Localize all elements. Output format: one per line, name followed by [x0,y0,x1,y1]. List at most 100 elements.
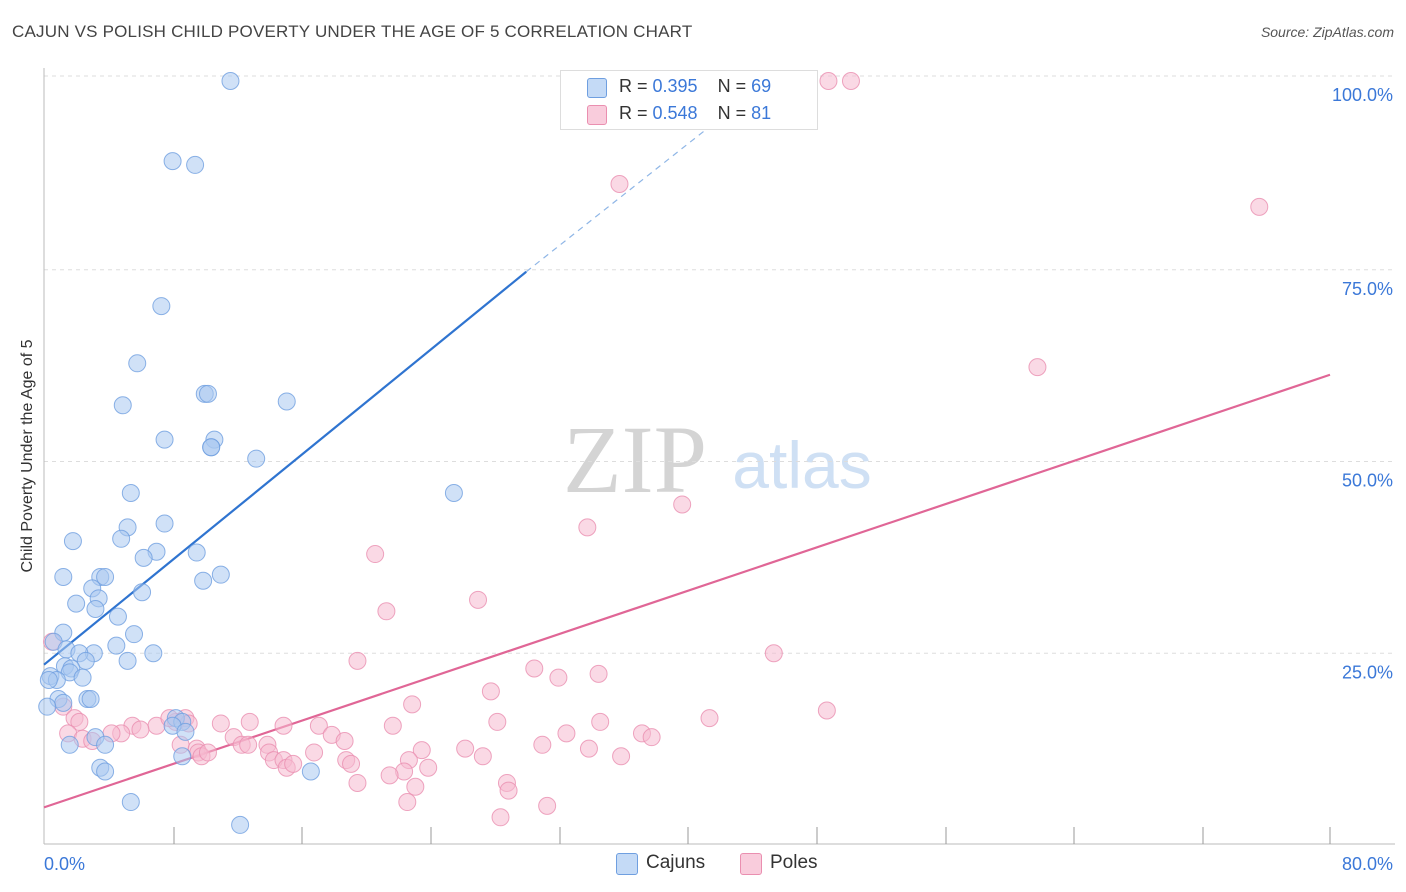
cajuns-point [60,735,79,754]
y-tick-label: 50.0% [1342,471,1393,491]
poles-point [578,518,597,537]
cajuns-point [113,396,132,415]
poles-point [591,712,610,731]
poles-point [380,766,399,785]
cajuns-point [301,762,320,781]
poles-point [817,701,836,720]
poles-point [610,175,629,194]
cajuns-point [54,567,73,586]
poles-point [469,590,488,609]
poles-point [412,741,431,760]
poles-point [642,728,661,747]
cajuns-legend-label: Cajuns [646,852,706,873]
poles-point [579,739,598,758]
cajuns-point [186,155,205,174]
poles-point [406,777,425,796]
poles-point [383,716,402,735]
poles-point [309,716,328,735]
poles-point [366,545,385,564]
poles-point [549,668,568,687]
poles-point [841,72,860,90]
poles-point [673,495,692,514]
y-tick-label: 25.0% [1342,662,1393,682]
cajuns-point [86,599,105,618]
cajuns-point [63,532,82,551]
cajuns-point [96,762,115,781]
cajuns-point [247,449,266,468]
cajuns-point [96,567,115,586]
cajuns-point [118,651,137,670]
watermark-zip: ZIP [563,406,707,513]
cajuns-point [39,670,58,689]
watermark-atlas: atlas [732,428,871,502]
cajuns-point [54,693,73,712]
correlation-legend: R = 0.395 N = 69 R = 0.548 N = 81 [560,70,818,130]
poles-trend-line [43,373,1331,809]
poles-point [211,714,230,733]
poles-point [342,754,361,773]
poles-point [284,754,303,773]
y-tick-label: 100.0% [1332,85,1393,105]
cajuns-point [73,668,92,687]
cajuns-point [187,543,206,562]
chart-title: CAJUN VS POLISH CHILD POVERTY UNDER THE … [12,22,693,41]
poles-legend-swatch [740,853,762,875]
cajuns-point [155,430,174,449]
poles-point [1028,358,1047,377]
cajuns-point [38,697,57,716]
cajuns-point [221,72,240,90]
poles-point [589,664,608,683]
poles-point [305,743,324,762]
cajuns-point [211,565,230,584]
cajuns-point [121,793,140,812]
poles-swatch [587,105,607,125]
poles-point [348,651,367,670]
cajuns-point [444,484,463,503]
poles-point [533,735,552,754]
n-value-poles: 81 [751,103,772,123]
x-tick-label-min: 0.0% [44,854,85,874]
r-value-poles: 0.548 [652,103,698,123]
x-tick-label-max: 80.0% [1342,854,1393,874]
poles-point [240,712,259,731]
poles-point [1250,197,1269,216]
r-value-cajuns: 0.395 [652,76,698,96]
poles-point [488,712,507,731]
cajuns-trend-line [43,270,527,666]
poles-point [557,724,576,743]
poles-point [456,739,475,758]
cajuns-point [134,548,153,567]
cajuns-point [133,583,152,602]
poles-point [499,781,518,800]
poles-point [377,602,396,621]
n-value-cajuns: 69 [751,76,772,96]
cajuns-point [112,529,131,548]
poles-point [764,644,783,663]
n-label: N = [717,103,752,123]
r-label: R = [619,103,653,123]
cajuns-point [202,438,221,457]
cajuns-point [176,722,195,741]
cajuns-point [81,690,100,709]
cajuns-point [198,384,217,403]
poles-point [525,659,544,678]
poles-point [131,720,150,739]
cajuns-point [121,484,140,503]
poles-point [398,793,417,812]
poles-point [348,773,367,792]
n-label: N = [717,76,752,96]
poles-point [612,747,631,766]
y-tick-label: 75.0% [1342,279,1393,299]
cajuns-point [125,625,144,644]
poles-point [700,709,719,728]
poles-point [491,808,510,827]
poles-point [419,758,438,777]
cajuns-point [96,735,115,754]
poles-point [274,716,293,735]
cajuns-point [155,514,174,533]
cajuns-point [163,152,182,171]
cajuns-point [173,747,192,766]
poles-legend-label: Poles [770,852,818,873]
cajuns-point [108,607,127,626]
